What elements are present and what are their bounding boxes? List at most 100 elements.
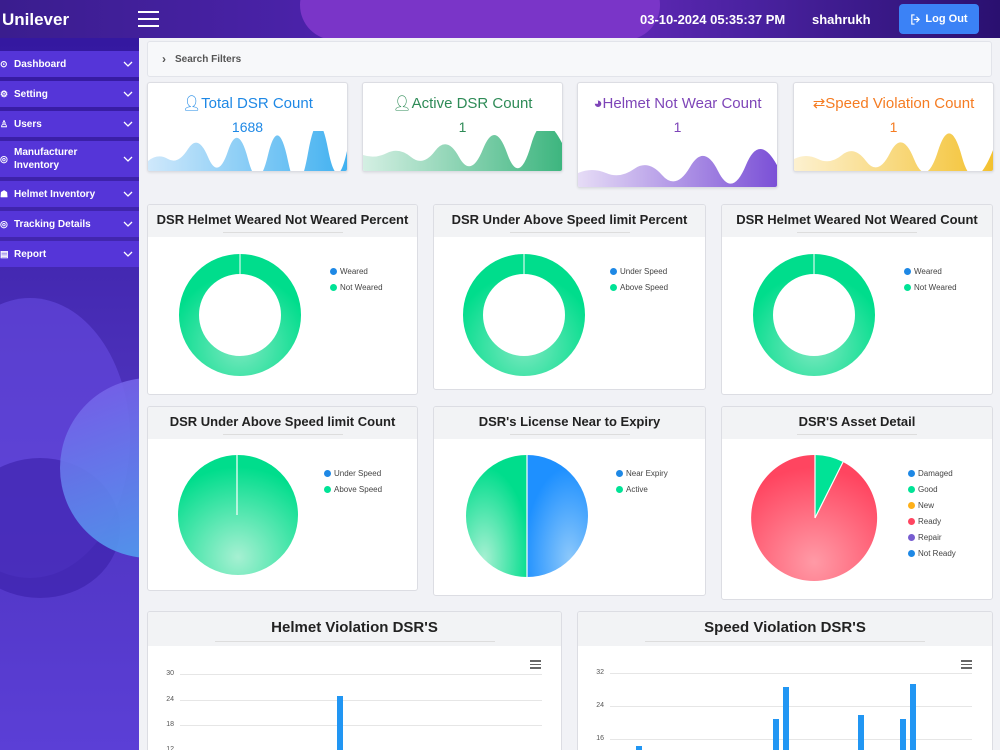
legend-item[interactable]: New — [908, 501, 956, 510]
legend-item[interactable]: Above Speed — [324, 485, 382, 494]
helmet-count-donut[interactable] — [750, 251, 878, 379]
brand-logo[interactable]: Unilever — [2, 10, 70, 29]
chart-menu-icon[interactable] — [530, 660, 541, 671]
sidebar-item-manufacturer-inventory[interactable]: ◎ Manufacturer Inventory — [0, 141, 139, 177]
chevron-down-icon — [123, 221, 133, 227]
bar[interactable] — [900, 719, 906, 750]
legend-item[interactable]: Not Ready — [908, 549, 956, 558]
card-wave-decoration — [148, 131, 347, 171]
legend-item[interactable]: Weared — [330, 267, 383, 276]
legend-item[interactable]: Active — [616, 485, 668, 494]
pie-slice-near-expiry — [527, 455, 588, 577]
license-expiry-pie[interactable] — [464, 453, 590, 579]
chevron-down-icon — [123, 121, 133, 127]
y-tick-label: 32 — [596, 669, 604, 676]
helmet-icon: ◕ — [593, 95, 603, 112]
y-tick-label: 16 — [596, 735, 604, 742]
helmet-count-panel: DSR Helmet Weared Not Weared Count Weare… — [721, 204, 993, 395]
search-filters-toggle[interactable]: › Search Filters — [147, 41, 992, 77]
speed-violation-panel: Speed Violation DSR'S 32 24 16 28 30 — [577, 611, 993, 750]
card-wave-decoration — [578, 149, 777, 187]
location-icon: ◎ — [0, 218, 8, 229]
helmet-percent-donut[interactable] — [176, 251, 304, 379]
asset-detail-pie[interactable] — [750, 453, 880, 583]
sidebar-item-dashboard[interactable]: ⊙ Dashboard — [0, 51, 139, 77]
bar[interactable] — [636, 746, 642, 750]
chart-legend: Weared Not Weared — [904, 267, 957, 299]
helmet-not-wear-count-card: ◕Helmet Not Wear Count 1 — [577, 82, 778, 188]
logout-icon — [911, 13, 921, 25]
asset-detail-panel: DSR'S Asset Detail Damaged Good New Read… — [721, 406, 993, 600]
donut-slice-not-weared — [753, 254, 875, 376]
speed-count-panel: DSR Under Above Speed limit Count Under … — [147, 406, 418, 591]
gear-icon: ⚙ — [0, 88, 9, 99]
panel-title: DSR Under Above Speed limit Count — [148, 407, 417, 439]
legend-item[interactable]: Under Speed — [610, 267, 668, 276]
card-value: 1688 — [231, 119, 264, 135]
card-value: 1 — [458, 119, 467, 135]
legend-item[interactable]: Good — [908, 485, 956, 494]
legend-item[interactable]: Ready — [908, 517, 956, 526]
legend-item[interactable]: Damaged — [908, 469, 956, 478]
bar[interactable] — [337, 696, 343, 750]
bar[interactable] — [773, 719, 779, 750]
chevron-down-icon — [123, 156, 133, 162]
header-decoration — [300, 0, 660, 38]
pie-slice-ready — [751, 454, 878, 581]
swap-icon: ⇄ — [812, 95, 826, 112]
legend-item[interactable]: Not Weared — [904, 283, 957, 292]
user-icon: 👤︎ — [182, 95, 202, 112]
card-value: 1 — [889, 119, 898, 135]
sidebar: ⊙ Dashboard ⚙ Setting ♙ Users ◎ Manufact… — [0, 38, 139, 750]
chevron-down-icon — [123, 61, 133, 67]
main-content: › Search Filters 👤︎Total DSR Count 1688 … — [139, 38, 1000, 750]
chart-legend: Weared Not Weared — [330, 267, 383, 299]
grid-line — [180, 725, 542, 726]
sidebar-item-users[interactable]: ♙ Users — [0, 111, 139, 137]
card-title: 👤︎Active DSR Count — [392, 95, 533, 112]
active-dsr-count-card: 👤︎Active DSR Count 1 — [362, 82, 563, 172]
sidebar-item-tracking-details[interactable]: ◎ Tracking Details — [0, 211, 139, 237]
speed-percent-panel: DSR Under Above Speed limit Percent Unde… — [433, 204, 706, 390]
speed-count-pie[interactable] — [176, 453, 300, 577]
chevron-down-icon — [123, 251, 133, 257]
license-expiry-panel: DSR's License Near to Expiry Near Expiry… — [433, 406, 706, 596]
grid-line — [180, 674, 542, 675]
legend-item[interactable]: Not Weared — [330, 283, 383, 292]
chart-menu-icon[interactable] — [961, 660, 972, 671]
user-icon: ♙ — [0, 118, 9, 129]
legend-item[interactable]: Above Speed — [610, 283, 668, 292]
legend-item[interactable]: Near Expiry — [616, 469, 668, 478]
pie-slice-active — [466, 455, 527, 577]
sidebar-item-label: Report — [14, 248, 47, 260]
bar[interactable]: 30 — [910, 684, 916, 750]
sidebar-item-helmet-inventory[interactable]: ☗ Helmet Inventory — [0, 181, 139, 207]
legend-item[interactable]: Under Speed — [324, 469, 382, 478]
logout-label: Log Out — [925, 13, 968, 25]
card-value: 1 — [673, 119, 682, 135]
sidebar-item-label: Users — [14, 118, 42, 130]
sidebar-item-label: Tracking Details — [14, 218, 91, 230]
bar[interactable] — [858, 715, 864, 750]
card-title: 👤︎Total DSR Count — [182, 95, 313, 112]
hamburger-menu-icon[interactable] — [138, 11, 159, 27]
y-tick-label: 18 — [166, 721, 174, 728]
username[interactable]: shahrukh — [812, 12, 871, 27]
grid-line — [610, 739, 972, 740]
legend-item[interactable]: Weared — [904, 267, 957, 276]
sidebar-item-report[interactable]: ▤ Report — [0, 241, 139, 267]
sidebar-item-label: Helmet Inventory — [14, 188, 96, 200]
logout-button[interactable]: Log Out — [899, 4, 979, 34]
bar[interactable]: 28 — [783, 687, 789, 750]
legend-item[interactable]: Repair — [908, 533, 956, 542]
grid-line — [610, 673, 972, 674]
search-filters-label: Search Filters — [175, 53, 242, 65]
card-title: ◕Helmet Not Wear Count — [593, 95, 762, 112]
helmet-percent-panel: DSR Helmet Weared Not Weared Percent Wea… — [147, 204, 418, 395]
speed-percent-donut[interactable] — [460, 251, 588, 379]
chart-legend: Near Expiry Active — [616, 469, 668, 501]
chart-legend: Under Speed Above Speed — [610, 267, 668, 299]
sidebar-item-setting[interactable]: ⚙ Setting — [0, 81, 139, 107]
chevron-down-icon — [123, 91, 133, 97]
panel-title: Helmet Violation DSR'S — [148, 612, 561, 646]
